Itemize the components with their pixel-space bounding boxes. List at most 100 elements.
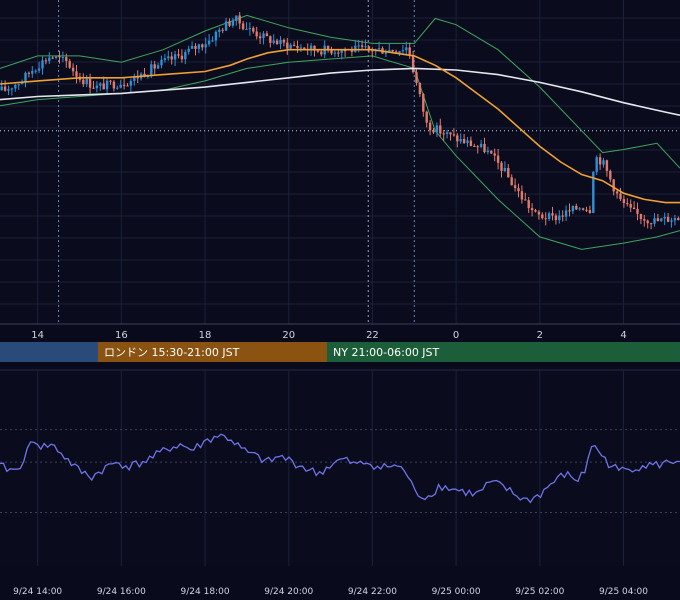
candle-up	[571, 205, 575, 212]
candle-down	[241, 23, 245, 30]
session-asia-bar	[0, 342, 98, 362]
session-ny-bar	[327, 342, 680, 362]
candle-up	[184, 52, 187, 60]
candle-up	[445, 132, 449, 134]
candle-down	[44, 60, 48, 62]
candle-up	[299, 47, 303, 49]
candle-up	[578, 208, 581, 210]
candle-down	[496, 155, 500, 163]
candle-up	[262, 33, 265, 39]
candle-down	[530, 208, 534, 211]
candle-down	[303, 47, 306, 50]
candle-down	[408, 47, 411, 56]
candle-down	[622, 199, 626, 203]
candle-down	[626, 203, 629, 205]
candle-down	[483, 143, 486, 153]
candle-down	[255, 31, 258, 37]
candle-down	[282, 40, 286, 43]
candle-down	[3, 86, 7, 91]
candle-down	[428, 122, 432, 131]
candle-up	[401, 50, 405, 52]
candle-down	[646, 220, 649, 224]
candle-up	[85, 78, 88, 85]
candle-up	[235, 15, 238, 21]
candle-down	[112, 81, 116, 89]
candle-up	[95, 85, 99, 89]
candle-down	[65, 57, 68, 61]
candle-down	[88, 78, 92, 88]
candle-up	[133, 76, 136, 81]
candle-up	[660, 218, 663, 222]
candle-up	[150, 64, 153, 76]
candle-up	[479, 143, 483, 147]
candle-down	[425, 111, 428, 123]
candle-up	[435, 125, 439, 133]
session-bar: ロンドン 15:30-21:00 JST NY 21:00-06:00 JST	[0, 342, 680, 362]
candle-down	[58, 56, 61, 58]
candle-down	[575, 205, 578, 210]
candle-down	[513, 185, 517, 188]
candle-up	[34, 70, 37, 72]
candle-up	[14, 85, 17, 89]
candle-up	[167, 56, 170, 59]
candle-down	[316, 50, 320, 52]
candle-down	[170, 56, 173, 60]
price-x-tick-label: 2	[537, 330, 543, 341]
candle-up	[340, 50, 343, 53]
candle-down	[252, 27, 255, 32]
candle-up	[663, 216, 666, 219]
candle-down	[656, 218, 660, 222]
candle-down	[541, 214, 544, 219]
candle-up	[10, 88, 14, 90]
candle-down	[126, 85, 129, 87]
candle-up	[0, 86, 3, 91]
moving-averages	[0, 48, 680, 204]
fast-moving-average	[0, 48, 680, 204]
candle-down	[612, 179, 615, 192]
candle-down	[554, 215, 558, 220]
candle-up	[459, 139, 462, 142]
oscillator-x-tick-label: 9/25 00:00	[432, 587, 481, 597]
candle-down	[517, 188, 520, 192]
candle-down	[92, 87, 95, 89]
candle-down	[411, 56, 415, 73]
candle-down	[221, 29, 224, 31]
candle-down	[258, 36, 262, 39]
candle-down	[51, 57, 54, 59]
candle-down	[415, 72, 418, 83]
candles	[0, 12, 680, 230]
price-guide-lines	[0, 0, 680, 324]
candle-down	[238, 15, 241, 24]
candle-down	[292, 44, 296, 46]
candle-up	[41, 60, 44, 69]
candle-up	[279, 40, 282, 45]
candle-down	[71, 67, 75, 72]
slow-moving-average	[0, 67, 680, 116]
oscillator-x-tick-label: 9/24 22:00	[348, 587, 397, 597]
candle-up	[187, 48, 190, 52]
candle-up	[486, 150, 490, 153]
candle-up	[377, 48, 381, 50]
candle-down	[493, 153, 496, 156]
candle-down	[439, 125, 442, 134]
candle-down	[469, 140, 473, 146]
candle-down	[588, 210, 592, 213]
candle-down	[551, 213, 554, 216]
candle-down	[177, 54, 180, 56]
candle-down	[581, 208, 585, 210]
price-panel	[0, 0, 680, 324]
candle-down	[473, 146, 476, 147]
candle-up	[289, 44, 292, 49]
candle-up	[129, 80, 133, 86]
candle-down	[201, 44, 204, 48]
candle-up	[17, 84, 20, 86]
candle-up	[272, 40, 275, 43]
candle-down	[330, 49, 333, 54]
candle-down	[490, 150, 493, 154]
candle-up	[37, 68, 41, 71]
candle-down	[615, 191, 619, 194]
candle-up	[248, 27, 252, 30]
price-panel-background	[0, 0, 680, 324]
candle-down	[605, 160, 609, 171]
